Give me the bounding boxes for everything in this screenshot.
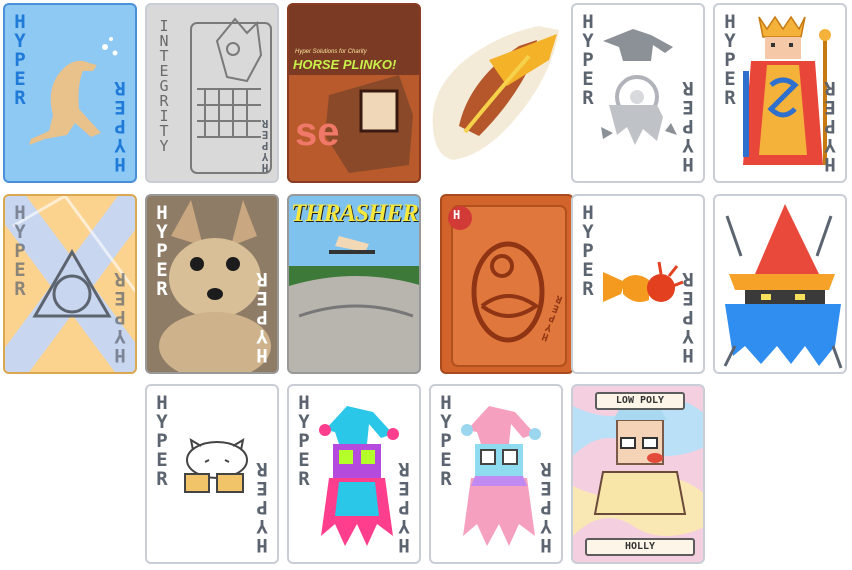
hotdog-image[interactable] — [429, 20, 565, 170]
jester-pastel-icon — [461, 406, 541, 546]
low-poly-top-banner: LOW POLY — [595, 392, 685, 410]
card-label-top: HYPER — [582, 11, 594, 109]
fossil-seal-icon — [448, 205, 567, 367]
card-queen[interactable]: HYPER HYPER — [713, 3, 847, 183]
card-badge: H — [453, 208, 461, 222]
card-label-top: HYPER — [298, 392, 310, 490]
hotdog-icon — [432, 26, 559, 160]
card-sealion[interactable]: HYPER HYPER — [3, 3, 137, 183]
card-label-bottom: HYPER — [261, 117, 269, 174]
card-jester-neon[interactable]: HYPER HYPER — [287, 384, 421, 564]
card-label-top: HYPER — [582, 202, 594, 300]
plush-fox-photo — [147, 196, 277, 372]
cat-drums-icon — [184, 437, 248, 493]
jester-gray-icon — [601, 29, 677, 145]
card-label-bottom: HYPER — [824, 77, 836, 175]
card-label-bottom: HYPER — [256, 268, 268, 366]
integrity-outline-art — [190, 17, 272, 174]
horse-art: se — [289, 5, 419, 181]
thrasher-title: THRASHER — [291, 200, 419, 227]
horse-plinko-subtitle: Hyper Solutions for Charity — [295, 49, 367, 55]
low-poly-art — [573, 398, 703, 536]
card-label-bottom: HYPER — [682, 268, 694, 366]
jester-neon-icon — [319, 406, 399, 546]
card-label-top: HYPER — [14, 11, 26, 109]
fish-icon — [603, 261, 684, 302]
skate-bowl-photo — [289, 196, 419, 372]
card-label-top: HYPER — [724, 11, 736, 109]
queen-icon — [743, 15, 831, 165]
card-thrasher[interactable]: THRASHER — [287, 194, 421, 374]
card-label-top: HYPER — [156, 202, 168, 300]
card-jester-gray[interactable]: HYPER HYPER — [571, 3, 705, 183]
wizard-icon — [723, 204, 843, 369]
card-label-bottom: HYPER — [114, 268, 126, 366]
card-wizard[interactable] — [713, 194, 847, 374]
card-label-top: HYPER — [14, 202, 26, 300]
card-low-poly[interactable]: LOW POLY HOLLY — [571, 384, 705, 564]
card-fish[interactable]: HYPER HYPER — [571, 194, 705, 374]
card-label-bottom: HYPER — [682, 77, 694, 175]
card-cat-drums[interactable]: HYPER HYPER — [145, 384, 279, 564]
integrity-word: INTEGRITY — [159, 17, 169, 155]
card-label-bottom: HYPER — [256, 458, 268, 556]
card-label-bottom: HYPER — [398, 458, 410, 556]
card-jester-pastel[interactable]: HYPER HYPER — [429, 384, 563, 564]
sealion-icon — [29, 37, 118, 145]
card-plush-fox[interactable]: HYPER HYPER — [145, 194, 279, 374]
card-label-bottom: HYPER — [114, 77, 126, 175]
card-orange-seal[interactable]: H HYPER — [440, 194, 574, 374]
card-label-top: HYPER — [156, 392, 168, 490]
card-integrity[interactable]: INTEGRITY HYPER — [145, 3, 279, 183]
card-label-bottom: HYPER — [540, 458, 552, 556]
card-label-top: HYPER — [440, 392, 452, 490]
card-triangle[interactable]: HYPER HYPER — [3, 194, 137, 374]
svg-text:se: se — [295, 110, 340, 154]
card-horse-plinko[interactable]: se Hyper Solutions for Charity HORSE PLI… — [287, 3, 421, 183]
triangle-emblem-icon — [5, 196, 135, 372]
horse-plinko-title: HORSE PLINKO! — [293, 57, 397, 72]
low-poly-bottom-banner: HOLLY — [585, 538, 695, 556]
